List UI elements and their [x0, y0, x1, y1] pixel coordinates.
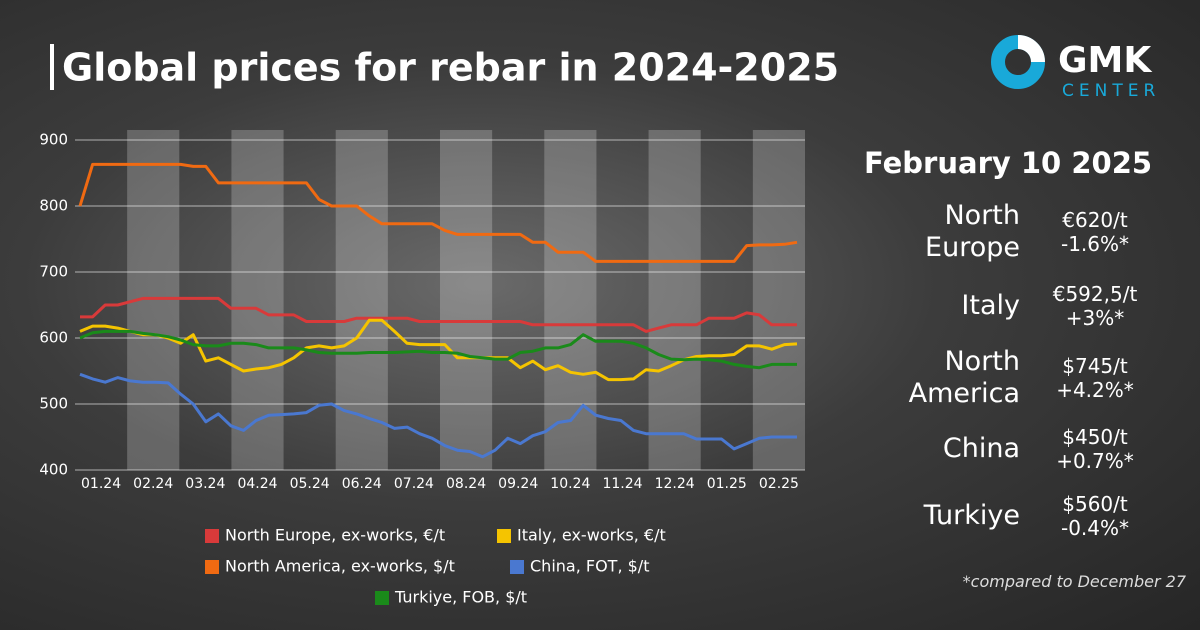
summary-name: China: [942, 433, 1020, 464]
summary-item: China $450/t +0.7%*: [880, 425, 1180, 473]
month-band: [231, 130, 284, 470]
y-tick-label: 500: [39, 395, 68, 413]
series-line: [80, 296, 797, 333]
x-tick-label: 02.25: [759, 476, 799, 492]
x-tick-label: 03.24: [185, 476, 225, 492]
summary-change: -0.4%*: [1060, 516, 1130, 540]
summary-item: North America $745/t +4.2%*: [880, 346, 1180, 410]
y-tick-label: 600: [39, 329, 68, 347]
x-tick-label: 04.24: [237, 476, 277, 492]
summary-item: Turkiye $560/t -0.4%*: [880, 492, 1180, 540]
y-tick-label: 400: [39, 461, 68, 479]
x-tick-label: 01.24: [81, 476, 121, 492]
legend-label: North America, ex-works, $/t: [225, 557, 455, 576]
title: Global prices for rebar in 2024-2025: [62, 46, 839, 90]
summary-values: $745/t +4.2%*: [1020, 354, 1170, 402]
x-tick-label: 10.24: [550, 476, 590, 492]
summary-change: +4.2%*: [1056, 378, 1134, 402]
x-tick-label: 06.24: [342, 476, 382, 492]
legend-swatch: [375, 591, 389, 605]
logo-name: GMK: [1058, 40, 1152, 81]
summary-price: $560/t: [1062, 492, 1128, 516]
y-tick-label: 700: [39, 263, 68, 281]
series-line: [78, 162, 798, 263]
legend-swatch: [510, 560, 524, 574]
summary-values: $450/t +0.7%*: [1020, 425, 1170, 473]
y-tick-label: 900: [39, 131, 68, 149]
legend-label: North Europe, ex-works, €/t: [225, 526, 445, 545]
x-tick-label: 11.24: [602, 476, 642, 492]
legend-swatch: [497, 529, 511, 543]
summary-item: North Europe €620/t -1.6%*: [880, 200, 1180, 264]
series-line: [79, 318, 798, 382]
month-band: [440, 130, 493, 470]
series-line: [79, 372, 797, 459]
x-tick-label: 12.24: [655, 476, 695, 492]
summary-date: February 10 2025: [864, 146, 1153, 180]
summary-values: $560/t -0.4%*: [1020, 492, 1170, 540]
series-line: [79, 329, 797, 370]
title-bar: [50, 44, 54, 90]
legend-swatch: [205, 560, 219, 574]
summary-name: Turkiye: [923, 500, 1020, 531]
month-band: [752, 130, 805, 470]
x-tick-label: 01.25: [707, 476, 747, 492]
month-band: [648, 130, 701, 470]
legend-label: China, FOT, $/t: [530, 557, 649, 576]
summary-change: +0.7%*: [1056, 449, 1134, 473]
summary-change: -1.6%*: [1060, 232, 1130, 256]
x-tick-label: 09.24: [498, 476, 538, 492]
x-tick-label: 05.24: [290, 476, 330, 492]
logo-segment: [1017, 35, 1045, 63]
x-tick-label: 07.24: [394, 476, 434, 492]
summary-name: Italy: [961, 290, 1020, 321]
summary-change: +3%*: [1065, 306, 1125, 330]
x-tick-label: 02.24: [133, 476, 173, 492]
summary-price: $450/t: [1062, 425, 1128, 449]
summary-price: $745/t: [1062, 354, 1128, 378]
x-tick-label: 08.24: [446, 476, 486, 492]
month-band: [544, 130, 597, 470]
summary-item: Italy €592,5/t +3%*: [880, 282, 1180, 330]
legend-label: Italy, ex-works, €/t: [517, 526, 666, 545]
summary-name: North Europe: [925, 200, 1020, 263]
month-band: [335, 130, 388, 470]
logo-subtitle: CENTER: [1062, 81, 1160, 101]
summary-values: €592,5/t +3%*: [1020, 282, 1170, 330]
legend-swatch: [205, 529, 219, 543]
y-tick-label: 800: [39, 197, 68, 215]
summary-price: €592,5/t: [1052, 282, 1138, 306]
summary-price: €620/t: [1062, 208, 1128, 232]
legend-label: Turkiye, FOB, $/t: [394, 588, 527, 607]
footnote: *compared to December 27: [962, 572, 1186, 591]
summary-values: €620/t -1.6%*: [1020, 208, 1170, 256]
summary-name: North America: [908, 346, 1020, 409]
